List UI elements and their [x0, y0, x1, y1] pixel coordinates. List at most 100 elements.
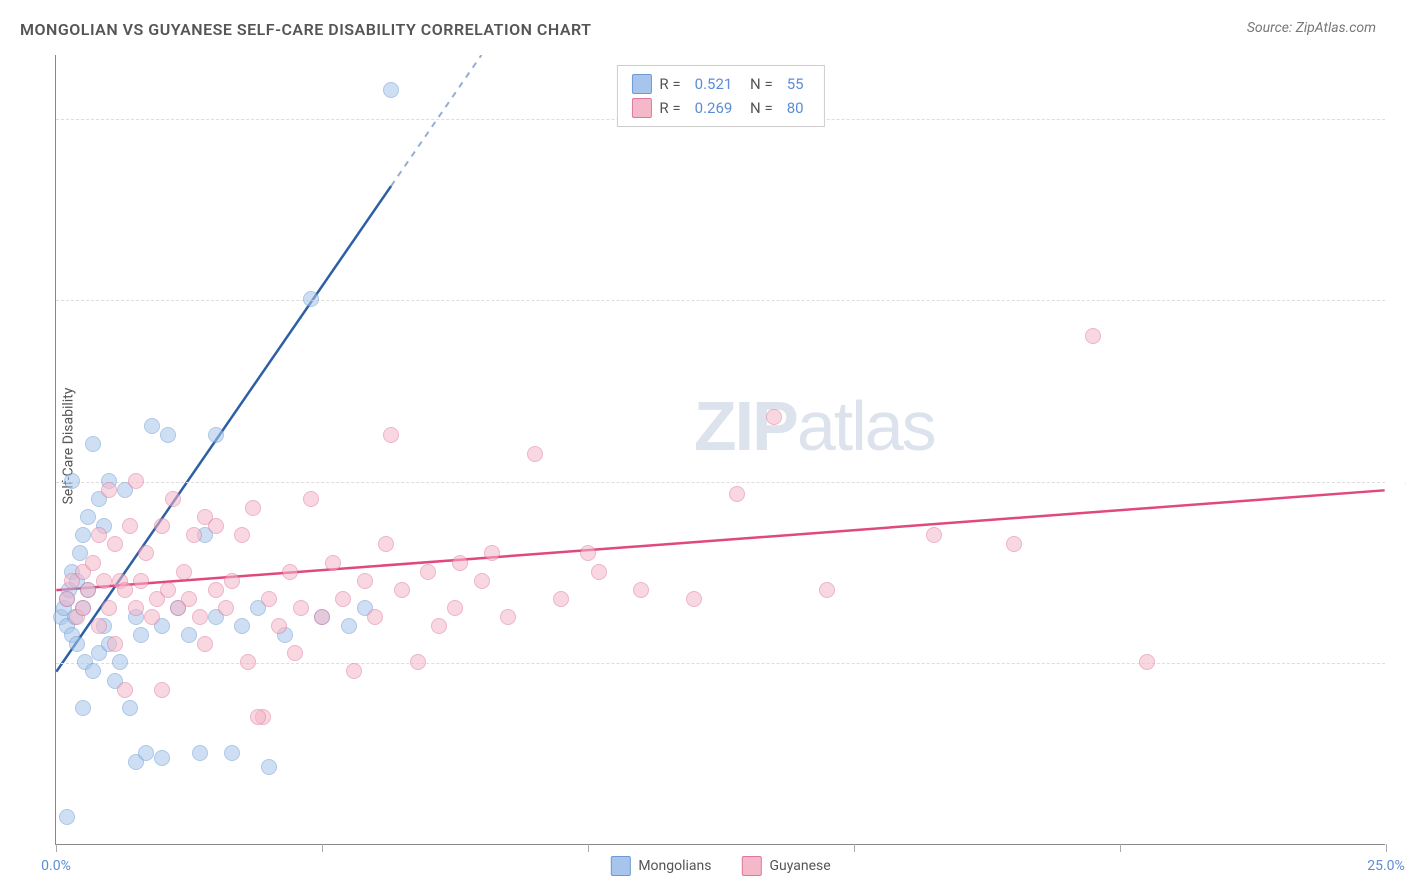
scatter-point: [367, 609, 383, 625]
scatter-point: [282, 564, 298, 580]
scatter-point: [85, 555, 101, 571]
scatter-point: [181, 627, 197, 643]
scatter-point: [122, 518, 138, 534]
scatter-point: [500, 609, 516, 625]
scatter-point: [208, 518, 224, 534]
x-tick: [56, 844, 57, 852]
scatter-point: [176, 564, 192, 580]
gridline: [56, 300, 1385, 301]
scatter-point: [1139, 654, 1155, 670]
scatter-point: [154, 518, 170, 534]
scatter-point: [633, 582, 649, 598]
scatter-point: [378, 536, 394, 552]
scatter-point: [112, 654, 128, 670]
scatter-point: [1085, 328, 1101, 344]
scatter-point: [101, 482, 117, 498]
chart-title: MONGOLIAN VS GUYANESE SELF-CARE DISABILI…: [20, 20, 592, 39]
scatter-point: [117, 682, 133, 698]
series-legend: Mongolians Guyanese: [610, 856, 830, 876]
scatter-point: [410, 654, 426, 670]
legend-n-label: N =: [746, 75, 772, 93]
legend-swatch: [631, 74, 651, 94]
scatter-point: [474, 573, 490, 589]
legend-r-label: R =: [659, 75, 680, 93]
scatter-point: [59, 809, 75, 825]
scatter-point: [80, 509, 96, 525]
legend-swatch: [631, 98, 651, 118]
legend-r-label: R =: [659, 99, 680, 117]
legend-r-value: 0.269: [695, 99, 733, 117]
scatter-point: [335, 591, 351, 607]
watermark-bold: ZIP: [694, 387, 797, 465]
scatter-point: [926, 527, 942, 543]
correlation-legend: R =0.521 N =55R =0.269 N =80: [616, 65, 824, 127]
scatter-point: [75, 700, 91, 716]
scatter-point: [75, 527, 91, 543]
scatter-point: [91, 618, 107, 634]
legend-label: Guyanese: [769, 858, 830, 874]
scatter-point: [218, 600, 234, 616]
scatter-point: [122, 700, 138, 716]
scatter-point: [128, 473, 144, 489]
scatter-point: [447, 600, 463, 616]
scatter-point: [154, 682, 170, 698]
x-tick: [854, 844, 855, 852]
scatter-point: [553, 591, 569, 607]
x-tick: [322, 844, 323, 852]
scatter-point: [208, 427, 224, 443]
scatter-point: [224, 745, 240, 761]
scatter-point: [303, 291, 319, 307]
trend-lines-layer: [56, 55, 1385, 844]
scatter-point: [186, 527, 202, 543]
legend-row: R =0.521 N =55: [631, 72, 809, 96]
legend-row: R =0.269 N =80: [631, 96, 809, 120]
scatter-point: [766, 409, 782, 425]
scatter-point: [325, 555, 341, 571]
scatter-point: [138, 745, 154, 761]
scatter-point: [128, 600, 144, 616]
x-tick-label: 0.0%: [41, 858, 71, 874]
scatter-point: [75, 600, 91, 616]
scatter-point: [394, 582, 410, 598]
x-tick: [1120, 844, 1121, 852]
legend-n-value: 80: [787, 99, 804, 117]
plot-area: ZIPatlas R =0.521 N =55R =0.269 N =80 Mo…: [55, 55, 1385, 845]
scatter-point: [357, 573, 373, 589]
scatter-point: [234, 618, 250, 634]
scatter-point: [484, 545, 500, 561]
scatter-point: [341, 618, 357, 634]
scatter-point: [133, 573, 149, 589]
scatter-point: [261, 759, 277, 775]
scatter-point: [420, 564, 436, 580]
scatter-point: [64, 473, 80, 489]
scatter-point: [69, 636, 85, 652]
scatter-point: [250, 709, 266, 725]
scatter-point: [208, 582, 224, 598]
x-tick: [1386, 844, 1387, 852]
scatter-point: [234, 527, 250, 543]
legend-swatch: [610, 856, 630, 876]
scatter-point: [117, 582, 133, 598]
x-tick: [588, 844, 589, 852]
scatter-point: [729, 486, 745, 502]
source-attribution: Source: ZipAtlas.com: [1247, 20, 1376, 36]
scatter-point: [96, 573, 112, 589]
scatter-point: [85, 663, 101, 679]
scatter-point: [287, 645, 303, 661]
scatter-point: [245, 500, 261, 516]
scatter-point: [452, 555, 468, 571]
scatter-point: [819, 582, 835, 598]
scatter-point: [580, 545, 596, 561]
legend-label: Mongolians: [638, 858, 711, 874]
scatter-point: [192, 745, 208, 761]
scatter-point: [240, 654, 256, 670]
scatter-point: [197, 636, 213, 652]
scatter-point: [346, 663, 362, 679]
legend-n-value: 55: [787, 75, 804, 93]
scatter-point: [181, 591, 197, 607]
scatter-point: [133, 627, 149, 643]
scatter-point: [527, 446, 543, 462]
scatter-point: [91, 527, 107, 543]
scatter-point: [293, 600, 309, 616]
scatter-point: [431, 618, 447, 634]
